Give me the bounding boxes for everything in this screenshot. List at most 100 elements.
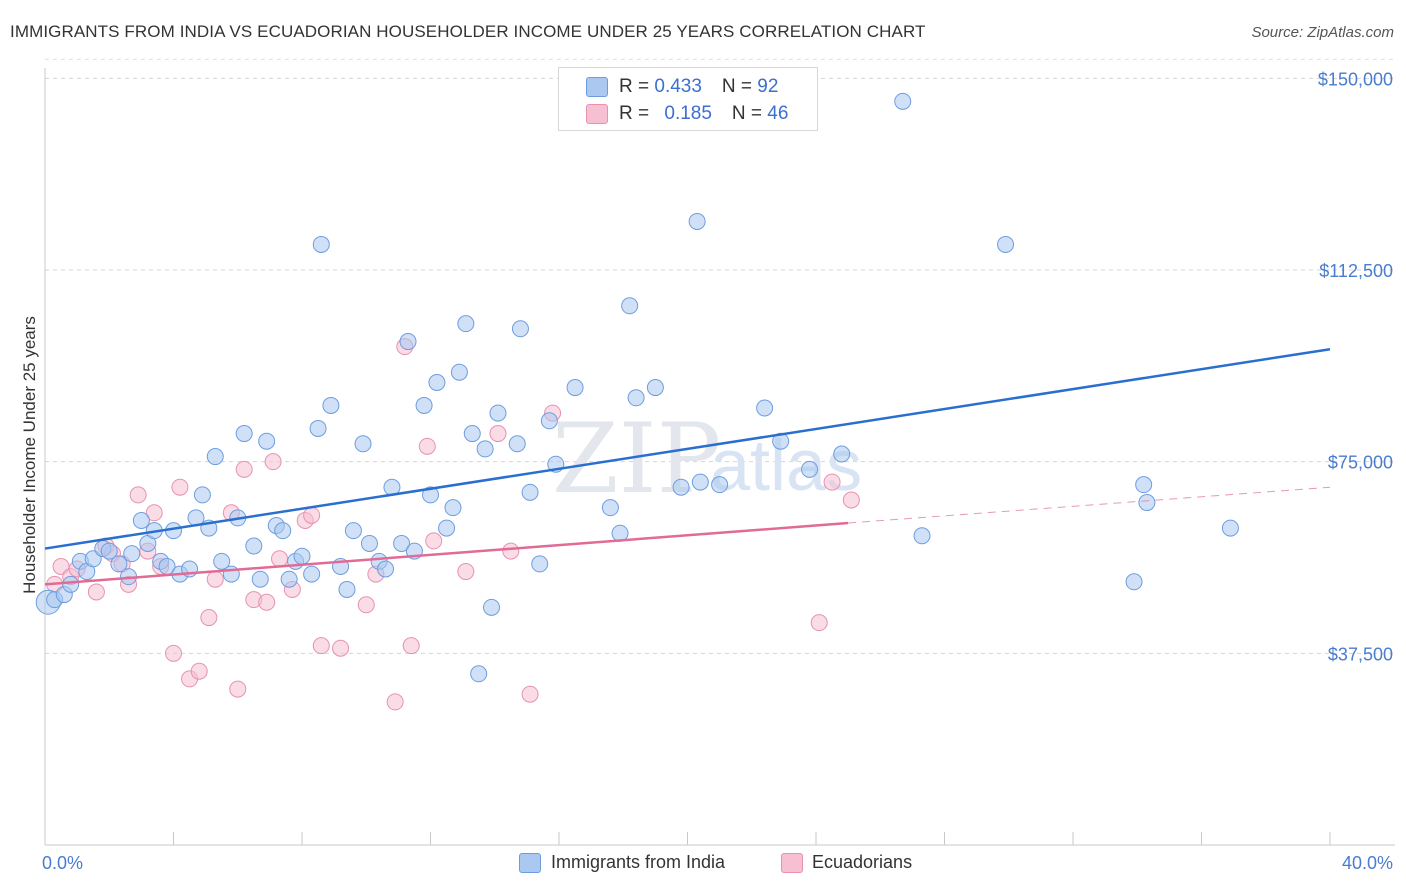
ecuadorians-point: [87, 583, 105, 601]
legend-swatch-india: [586, 77, 608, 97]
ecuadorians-point: [258, 593, 276, 611]
ecuadorians-point: [264, 453, 282, 471]
india-point: [1135, 476, 1153, 494]
india-point: [450, 363, 468, 381]
ecuadorians-point: [206, 570, 224, 588]
india-point: [377, 560, 395, 578]
y-tick-labels: $37,500 $75,000 $112,500 $150,000: [1318, 69, 1393, 664]
ecuadorians-point: [312, 637, 330, 655]
ecuadorians-point: [200, 609, 218, 627]
legend-swatch-ecuador: [586, 104, 608, 124]
india-point: [691, 473, 709, 491]
india-point: [444, 499, 462, 517]
india-point: [415, 396, 433, 414]
y-tick-label: $37,500: [1328, 644, 1393, 664]
india-point: [521, 483, 539, 501]
ecuadorians-point: [357, 596, 375, 614]
axes: [44, 68, 1395, 846]
ecuadorians-point: [303, 506, 321, 524]
india-point: [457, 315, 475, 333]
india-point: [470, 665, 488, 683]
india-point: [428, 373, 446, 391]
india-point: [303, 565, 321, 583]
india-point: [756, 399, 774, 417]
india-point: [540, 412, 558, 430]
india-point: [476, 440, 494, 458]
india-point: [322, 396, 340, 414]
legend-row-india: R = 0.433 N = 92: [619, 76, 778, 98]
ecuadorians-point: [386, 693, 404, 711]
legend-n-value: 46: [767, 103, 789, 124]
india-point: [393, 534, 411, 552]
ecuadorians-point: [332, 639, 350, 657]
india-point: [1221, 519, 1239, 537]
india-point: [258, 432, 276, 450]
ecuadorians-point: [271, 550, 289, 568]
india-point: [913, 527, 931, 545]
india-point: [132, 511, 150, 529]
ecuadorians-point: [229, 680, 247, 698]
correlation-legend: R = 0.433 N = 92 R = 0.185 N = 46: [558, 67, 818, 131]
india-points: [35, 92, 1239, 683]
legend-r-label: R =: [619, 103, 655, 124]
y-axis-label: Householder Income Under 25 years: [20, 316, 39, 594]
ecuadorians-point: [418, 437, 436, 455]
india-point: [309, 419, 327, 437]
chart-title: IMMIGRANTS FROM INDIA VS ECUADORIAN HOUS…: [10, 22, 926, 41]
india-point: [688, 212, 706, 230]
india-point: [422, 486, 439, 504]
legend-row-ecuador: R = 0.185 N = 46: [619, 103, 788, 125]
ecuadorians-point: [823, 473, 841, 491]
india-point: [354, 435, 372, 453]
ecuadorians-point: [145, 504, 163, 522]
india-point: [100, 542, 118, 560]
india-point: [801, 460, 819, 478]
grid-lines: [45, 58, 1395, 654]
india-point: [627, 389, 645, 407]
india-point: [123, 545, 141, 563]
india-point: [245, 537, 263, 555]
india-point: [997, 235, 1015, 253]
bottom-legend-swatch-india: [519, 853, 541, 873]
legend-r-value: 0.433: [654, 76, 702, 97]
india-point: [711, 476, 729, 494]
india-point: [110, 555, 128, 573]
india-point: [621, 297, 639, 315]
x-tick-labels: 0.0% 40.0%: [42, 853, 1393, 873]
ecuadorians-point: [810, 614, 828, 632]
india-point: [344, 522, 362, 540]
india-point: [280, 570, 298, 588]
india-point: [235, 425, 253, 443]
india-point: [312, 235, 330, 253]
ecuadorians-point: [165, 644, 182, 662]
bottom-legend-india: Immigrants from India: [551, 852, 726, 872]
india-point: [833, 445, 851, 463]
ecuadorians-trend-extension: [848, 486, 1331, 524]
india-point: [463, 425, 481, 443]
india-point: [531, 555, 549, 573]
ecuadorians-trend-line: [44, 521, 849, 586]
india-point: [894, 92, 912, 110]
india-point: [566, 379, 584, 397]
india-point: [62, 575, 80, 593]
india-point: [601, 499, 619, 517]
watermark-zip: ZIP: [552, 403, 721, 515]
y-tick-label: $75,000: [1328, 453, 1393, 473]
ecuadorians-point: [190, 662, 208, 680]
source-label: Source: ZipAtlas.com: [1251, 24, 1394, 41]
india-point: [193, 486, 211, 504]
ecuadorians-point: [235, 460, 253, 478]
ecuadorians-point: [842, 491, 860, 509]
india-point: [206, 448, 224, 466]
india-point: [646, 379, 664, 397]
ecuadorians-point: [402, 637, 420, 655]
india-point: [438, 519, 456, 537]
ecuadorians-point: [425, 532, 443, 550]
ecuadorians-point: [489, 425, 507, 443]
legend-r-value: 0.185: [664, 103, 712, 124]
india-point: [213, 552, 231, 570]
legend-r-label: R =: [619, 76, 655, 97]
ecuadorians-point: [457, 563, 475, 581]
india-point: [1138, 494, 1156, 512]
